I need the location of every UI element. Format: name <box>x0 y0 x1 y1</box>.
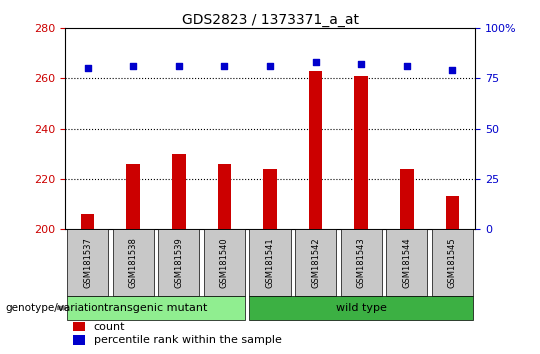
Text: percentile rank within the sample: percentile rank within the sample <box>93 335 281 345</box>
Point <box>311 59 320 65</box>
Title: GDS2823 / 1373371_a_at: GDS2823 / 1373371_a_at <box>181 13 359 27</box>
Bar <box>249 229 291 296</box>
Bar <box>67 229 108 296</box>
Text: GSM181541: GSM181541 <box>266 237 274 287</box>
Bar <box>309 71 322 229</box>
Text: GSM181542: GSM181542 <box>311 237 320 287</box>
Bar <box>400 169 414 229</box>
Text: wild type: wild type <box>336 303 387 313</box>
Bar <box>81 214 94 229</box>
Text: GSM181544: GSM181544 <box>402 237 411 287</box>
Text: GSM181543: GSM181543 <box>357 237 366 288</box>
Bar <box>204 229 245 296</box>
Text: count: count <box>93 322 125 332</box>
Text: GSM181539: GSM181539 <box>174 237 183 288</box>
Bar <box>386 229 427 296</box>
Point <box>357 62 366 67</box>
Point <box>220 64 229 69</box>
Bar <box>158 229 199 296</box>
Bar <box>446 196 459 229</box>
Bar <box>432 229 473 296</box>
Point <box>83 65 92 71</box>
Text: genotype/variation: genotype/variation <box>5 303 105 313</box>
Point <box>448 68 457 73</box>
Text: GSM181540: GSM181540 <box>220 237 229 287</box>
Bar <box>67 296 245 320</box>
Point <box>402 64 411 69</box>
Point <box>129 64 138 69</box>
Text: GSM181537: GSM181537 <box>83 237 92 288</box>
Bar <box>354 76 368 229</box>
Bar <box>295 229 336 296</box>
Bar <box>218 164 231 229</box>
Bar <box>249 296 473 320</box>
Text: GSM181545: GSM181545 <box>448 237 457 287</box>
Bar <box>263 169 277 229</box>
Bar <box>341 229 382 296</box>
Bar <box>73 336 85 345</box>
Text: GSM181538: GSM181538 <box>129 237 138 288</box>
Bar <box>126 164 140 229</box>
Bar <box>73 322 85 331</box>
Text: transgenic mutant: transgenic mutant <box>104 303 208 313</box>
Bar <box>113 229 154 296</box>
Point <box>266 64 274 69</box>
Point <box>174 64 183 69</box>
Bar <box>172 154 186 229</box>
